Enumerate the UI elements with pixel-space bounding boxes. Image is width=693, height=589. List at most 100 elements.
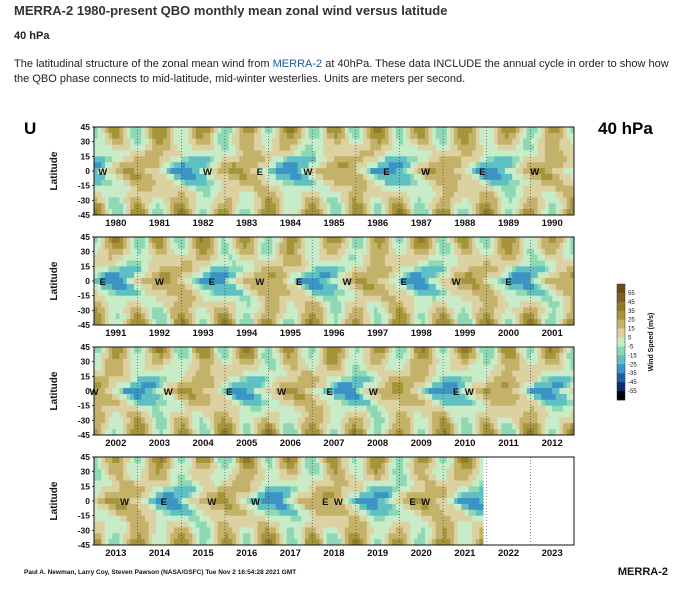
phase-label: E [209,277,215,288]
year-tick-label: 2018 [323,548,344,559]
colorbar-swatch [617,328,625,338]
year-tick-label: 1982 [193,218,214,229]
latitude-tick-label: -30 [78,415,91,425]
phase-label: E [161,497,167,508]
latitude-tick-label: 15 [81,151,91,161]
phase-label: W [465,387,474,398]
colorbar-swatch [617,310,625,320]
phase-label: E [479,167,485,178]
colorbar-tick-label: -15 [628,353,637,359]
colorbar: 55 45 35 25 15 5 -5 -15 -25 -35 -45 -55 Wind Speed (… [616,283,655,401]
colorbar-tick-label: 55 [628,291,635,297]
colorbar-swatch [617,346,625,356]
phase-label: E [226,387,232,398]
qbo-figure: U 40 hPa 1980 1981 1982 1983 1984 1985 1986 1987 1… [14,112,680,587]
phase-label: E [322,497,328,508]
year-tick-label: 2014 [149,548,171,559]
phase-label: E [257,167,263,178]
colorbar-tick-label: -55 [628,389,637,395]
latitude-tick-label: 45 [81,122,91,132]
colorbar-tick-label: 45 [628,300,635,306]
year-tick-label: 1991 [105,328,127,339]
chart-panel-3: 2002 2003 2004 2005 2006 2007 2008 2009 2010 2011… [49,342,575,449]
latitude-tick-label: 15 [81,481,91,491]
phase-label: W [120,497,129,508]
colorbar-swatch [617,364,625,374]
latitude-axis-label: Latitude [49,371,60,410]
latitude-tick-label: -15 [78,291,91,301]
colorbar-swatch [617,301,625,312]
brand-label: MERRA-2 [618,566,668,578]
level-label: 40 hPa [598,119,653,138]
page-description: The latitudinal structure of the zonal m… [14,57,684,87]
colorbar-swatch [617,284,625,294]
chart-panel-4: 2013 2014 2015 2016 2017 2018 2019 2020 2021 2022… [49,452,575,559]
colorbar-tick-label: -5 [628,344,634,350]
colorbar-swatch [617,373,625,383]
latitude-axis-label: Latitude [49,261,60,300]
year-tick-label: 2022 [498,548,519,559]
latitude-tick-label: -45 [78,210,91,220]
latitude-tick-label: 0 [85,386,90,396]
year-tick-label: 2015 [193,548,215,559]
latitude-tick-label: 45 [81,452,91,462]
phase-label: E [100,277,106,288]
colorbar-swatch [617,355,625,365]
year-tick-label: 2003 [149,438,170,449]
colorbar-tick-label: -45 [628,380,637,386]
latitude-tick-label: -15 [78,401,91,411]
year-tick-label: 1994 [236,328,258,339]
latitude-tick-label: -30 [78,195,91,205]
colorbar-swatch [617,292,625,303]
latitude-tick-label: 0 [85,276,90,286]
year-tick-label: 2020 [411,548,432,559]
year-tick-label: 2010 [454,438,475,449]
phase-label: E [383,167,389,178]
year-tick-label: 2011 [498,438,519,449]
year-tick-label: 1983 [236,218,257,229]
phase-label: E [409,497,415,508]
latitude-tick-label: 30 [81,137,91,147]
latitude-tick-label: -45 [78,540,91,550]
phase-label: W [421,497,430,508]
chart-panel-2: 1991 1992 1993 1994 1995 1996 1997 1998 1999 2000… [49,232,575,339]
merra2-link[interactable]: MERRA-2 [272,58,323,70]
phase-label: W [251,497,260,508]
year-tick-label: 1993 [193,328,214,339]
phase-label: W [369,387,378,398]
year-tick-label: 2002 [105,438,126,449]
latitude-tick-label: 0 [85,166,90,176]
year-tick-label: 2016 [236,548,257,559]
year-tick-label: 2007 [323,438,344,449]
credit-text: Paul A. Newman, Larry Coy, Steven Pawson… [24,569,296,576]
year-tick-label: 1981 [149,218,171,229]
colorbar-tick-label: 15 [628,327,635,333]
year-tick-label: 1989 [498,218,519,229]
colorbar-tick-label: 25 [628,318,635,324]
year-tick-label: 2000 [498,328,519,339]
year-tick-label: 2021 [454,548,476,559]
phase-label: W [98,167,107,178]
description-text-end: at 40hPa. These data INCLUDE the annual … [14,58,669,85]
page-subtitle: 40 hPa [14,30,50,42]
colorbar-tick-label: 35 [628,309,635,315]
colorbar-swatch [617,391,625,401]
latitude-tick-label: -45 [78,320,91,330]
phase-label: W [164,387,173,398]
phase-label: E [505,277,511,288]
year-tick-label: 1988 [454,218,475,229]
page-title: MERRA-2 1980-present QBO monthly mean zo… [14,3,448,18]
latitude-tick-label: 30 [81,467,91,477]
latitude-tick-label: -45 [78,430,91,440]
year-tick-label: 1992 [149,328,170,339]
phase-label: W [530,167,539,178]
latitude-tick-label: 30 [81,247,91,257]
phase-label: E [453,387,459,398]
year-tick-label: 1998 [411,328,432,339]
year-tick-label: 2017 [280,548,301,559]
latitude-tick-label: 45 [81,232,91,242]
latitude-tick-label: 0 [85,496,90,506]
phase-label: W [343,277,352,288]
colorbar-swatch [617,337,625,347]
